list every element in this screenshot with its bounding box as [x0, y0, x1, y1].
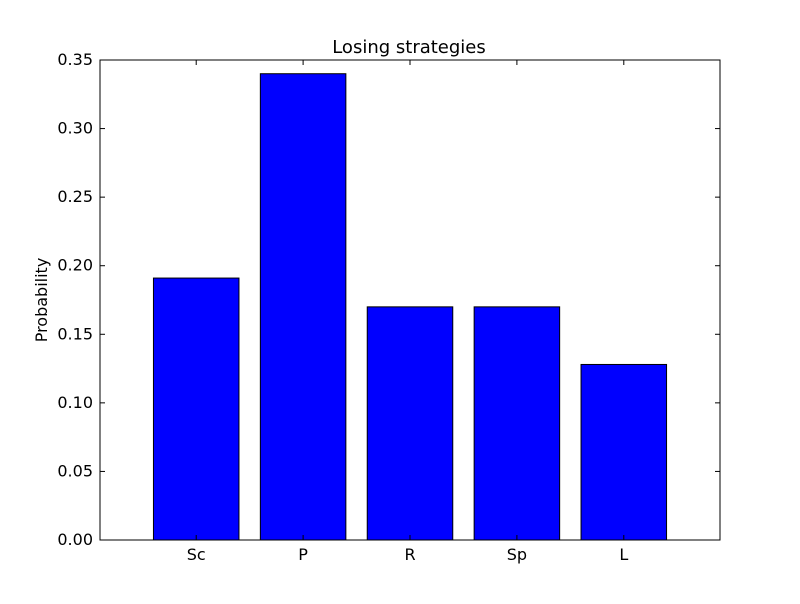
ticks-layer: Sc P R Sp L 0.00 0.05 0.10 0.15 0.20 0.25 0.30 0.35 [57, 50, 720, 564]
x-tick-label: P [298, 545, 308, 564]
bar-sp [473, 306, 561, 541]
y-tick-label: 0.20 [57, 256, 93, 275]
bar-l [580, 363, 668, 541]
chart-title: Losing strategies [332, 37, 486, 58]
x-tick-label: Sc [187, 545, 206, 564]
bars-layer [152, 73, 668, 541]
y-tick-label: 0.35 [57, 50, 93, 69]
y-tick-label: 0.15 [57, 324, 93, 343]
y-tick-label: 0.30 [57, 119, 93, 138]
bar-p [259, 73, 347, 541]
plot-area-frame [99, 59, 721, 541]
y-axis-label: Probability [32, 258, 51, 343]
bar-r [366, 306, 454, 541]
y-tick-label: 0.10 [57, 393, 93, 412]
x-tick-label: Sp [507, 545, 527, 564]
bar-sc [152, 277, 240, 541]
y-tick-label: 0.25 [57, 187, 93, 206]
x-tick-label: L [619, 545, 628, 564]
y-tick-label: 0.00 [57, 530, 93, 549]
y-tick-label: 0.05 [57, 461, 93, 480]
x-tick-label: R [404, 545, 415, 564]
